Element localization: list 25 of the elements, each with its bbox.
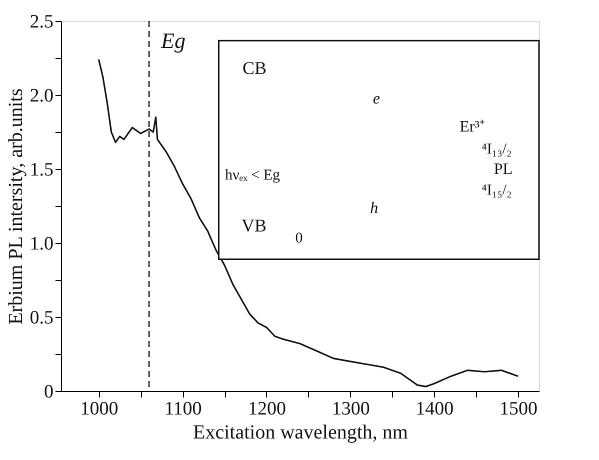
annotation: 0 xyxy=(295,230,303,246)
annotation: Er³⁺ xyxy=(460,118,485,136)
y-axis-title: Erbium PL intersity, arb.units xyxy=(4,88,27,325)
x-tick-label: 1200 xyxy=(248,398,286,420)
annotation: ⁴I₁₃/₂ xyxy=(482,142,512,158)
x-axis-title: Excitation wavelength, nm xyxy=(193,422,408,444)
annotation: h xyxy=(370,200,378,217)
y-tick-label: 2.0 xyxy=(30,86,54,106)
ref-line-label: Eg xyxy=(160,28,186,53)
y-tick-label: 1.0 xyxy=(30,234,54,254)
annotation: VB xyxy=(242,215,267,236)
annotation: ⁴I₁₅/₂ xyxy=(482,182,512,198)
annotation: PL xyxy=(494,161,512,178)
annotation: hνₑₓ < Eg xyxy=(224,168,281,184)
y-tick-label: 0 xyxy=(44,382,54,402)
x-tick-label: 1500 xyxy=(500,398,538,420)
x-tick-label: 1400 xyxy=(416,398,454,420)
annotation: e xyxy=(372,90,380,108)
y-tick-label: 1.5 xyxy=(30,160,54,180)
x-tick-label: 1300 xyxy=(332,398,370,420)
annotation: CB xyxy=(242,58,267,78)
x-tick-label: 1000 xyxy=(80,398,118,420)
y-tick-label: 2.5 xyxy=(30,12,54,32)
y-tick-label: 0.5 xyxy=(30,308,54,328)
x-tick-label: 1100 xyxy=(164,398,202,420)
